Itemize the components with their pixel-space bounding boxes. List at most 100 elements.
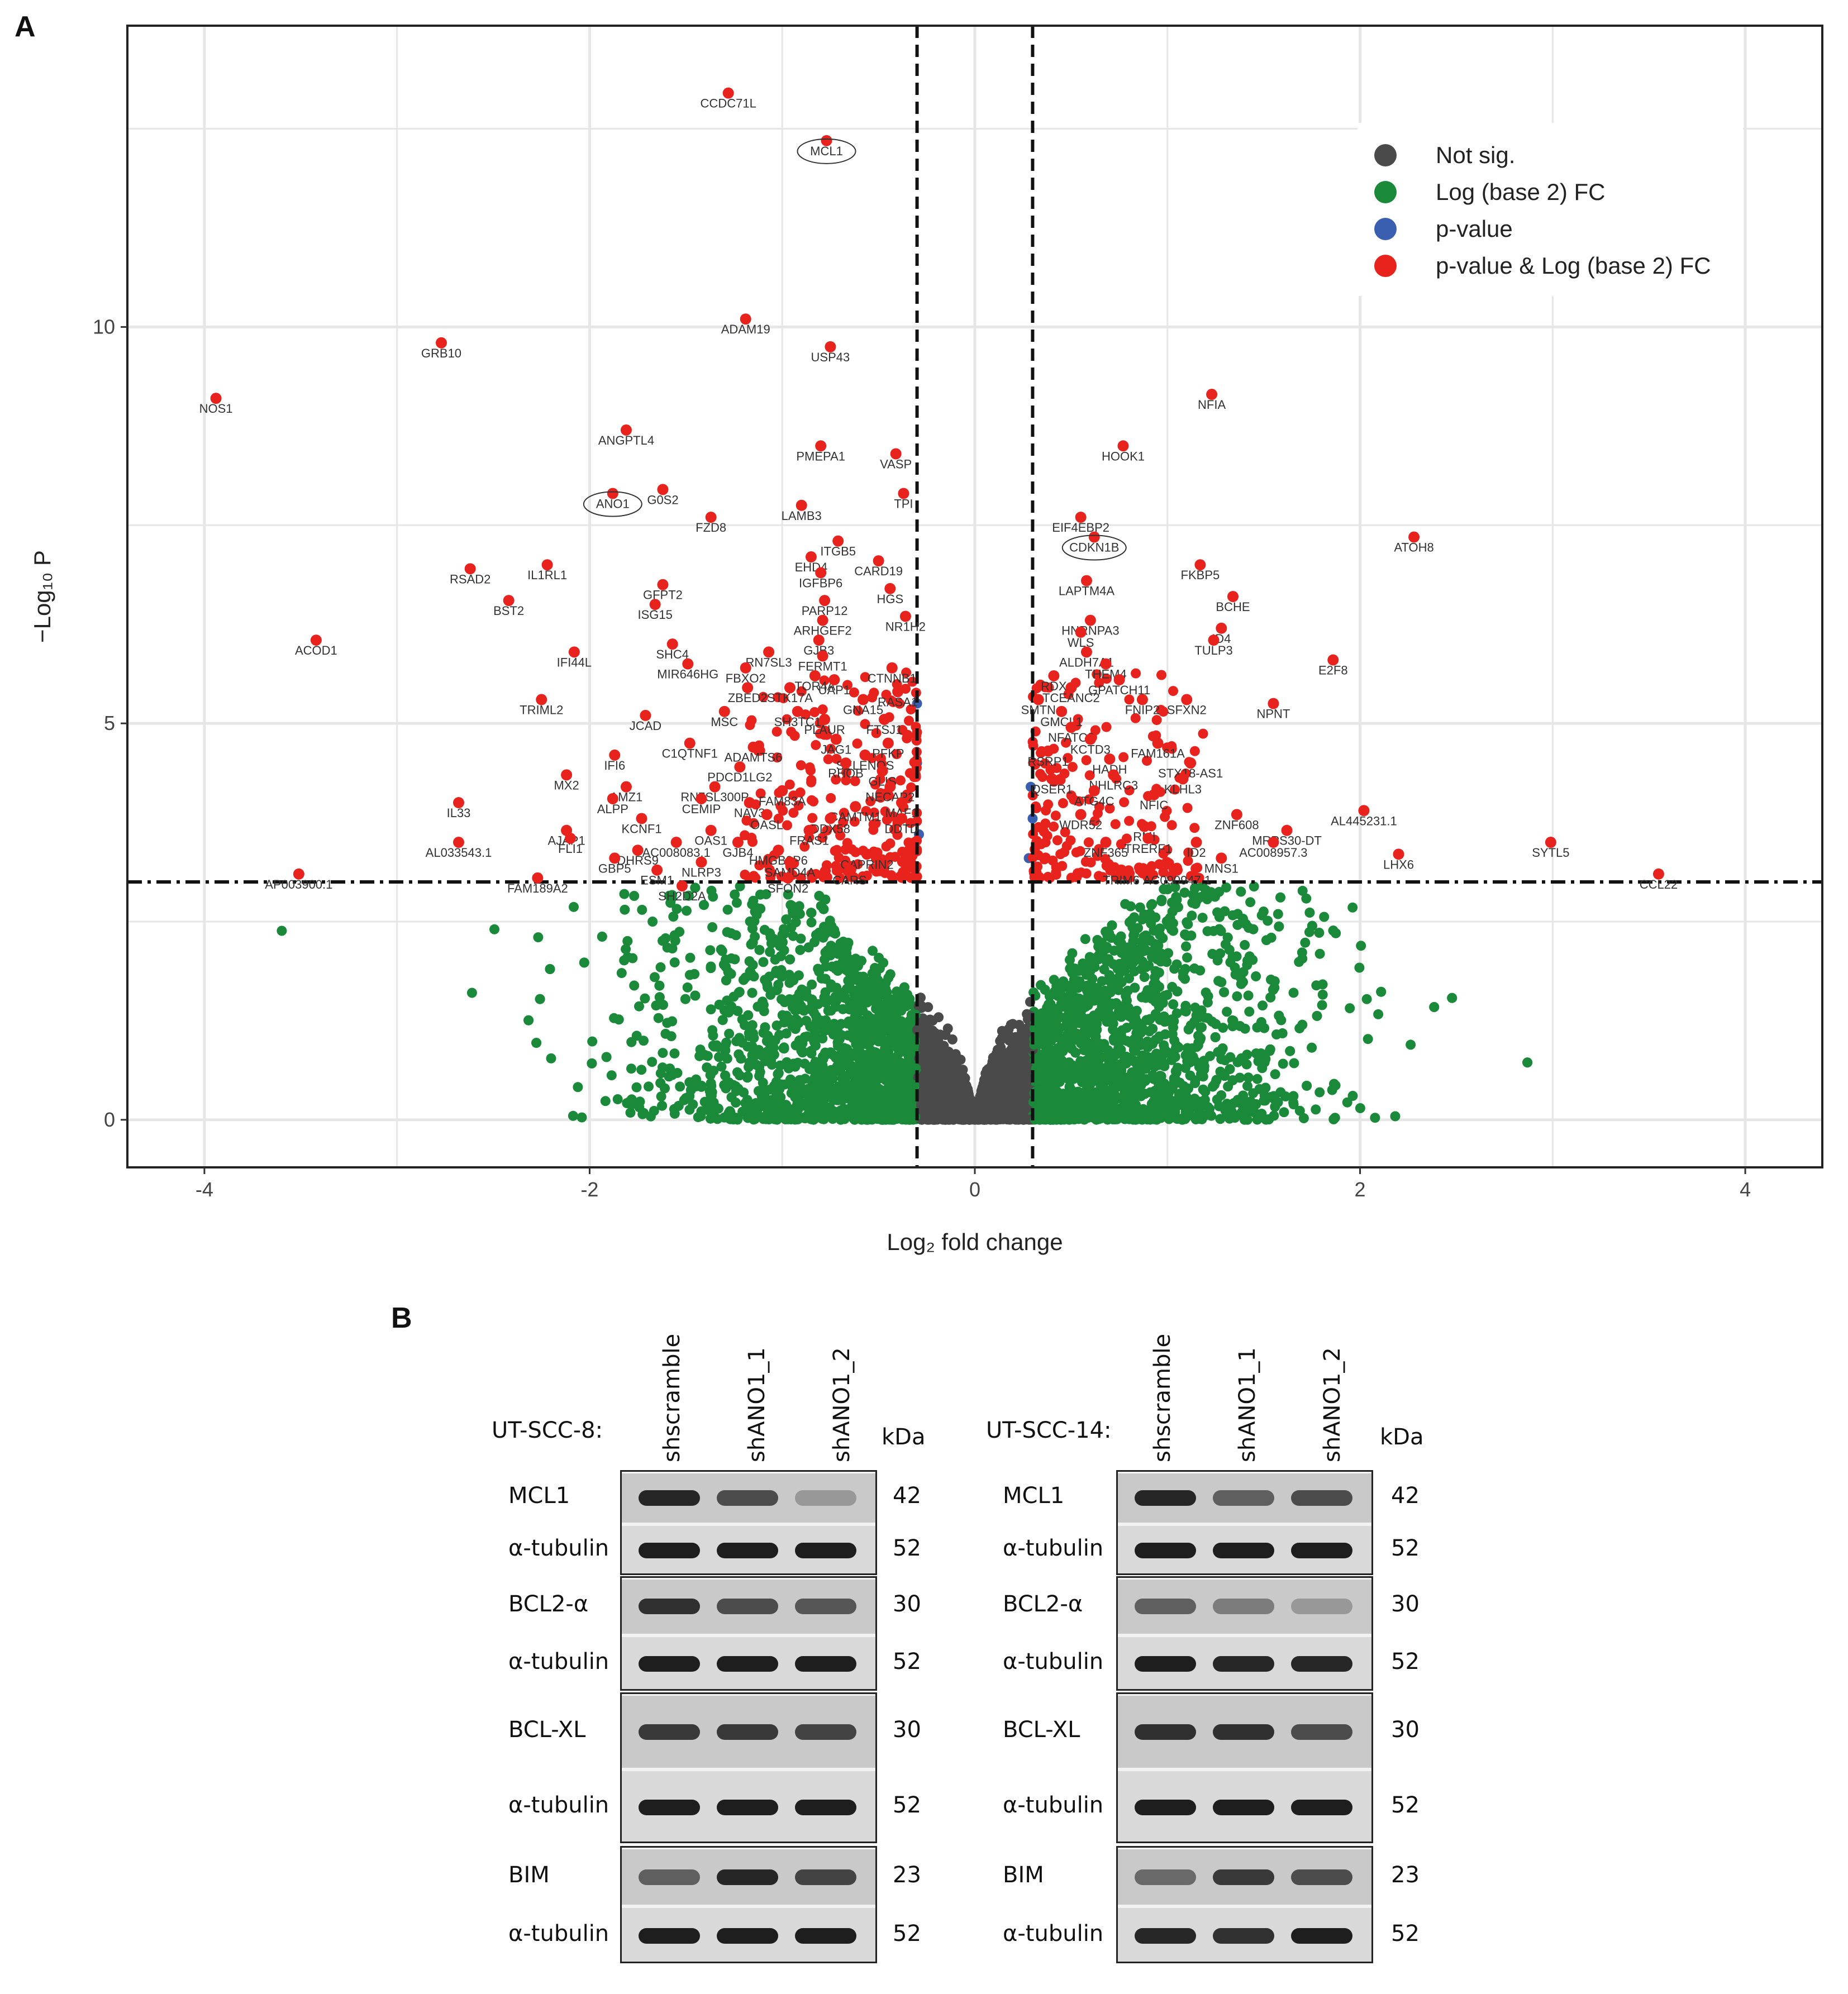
fc-point <box>1222 932 1233 943</box>
fc-point <box>1137 914 1147 925</box>
fc-point <box>1065 963 1075 974</box>
fc-point <box>904 994 915 1004</box>
fc-point <box>669 930 680 941</box>
fc-point <box>847 1061 858 1072</box>
fc-point <box>1297 1019 1308 1030</box>
fc-point <box>898 1061 909 1071</box>
fc-point <box>1168 999 1179 1010</box>
fc-point <box>635 1096 645 1107</box>
fc-point <box>649 972 660 982</box>
fc-point <box>1164 1114 1174 1124</box>
fc-point <box>665 1063 675 1074</box>
fc-point <box>774 1084 785 1094</box>
fc-point <box>1224 944 1235 955</box>
fc-point <box>1248 924 1259 934</box>
fc-point <box>1241 1059 1252 1070</box>
fc-point <box>568 1110 578 1121</box>
fc-point <box>883 1019 893 1029</box>
fc-point <box>1132 1091 1142 1101</box>
fc-point <box>644 1081 654 1092</box>
fc-point <box>647 1057 658 1067</box>
fc-point <box>807 1106 818 1117</box>
fc-point <box>1249 881 1259 892</box>
fc-point <box>758 1114 769 1124</box>
fc-point <box>1197 913 1208 923</box>
fc-point <box>742 1071 753 1081</box>
fc-point <box>790 917 801 928</box>
fc-point <box>1127 1078 1137 1089</box>
fc-point <box>1182 952 1192 963</box>
fc-point <box>657 1100 668 1111</box>
fc-point <box>759 924 770 935</box>
fc-point <box>1178 967 1189 978</box>
fc-point <box>1319 912 1330 922</box>
fc-point <box>1107 1098 1118 1109</box>
fc-point <box>1314 928 1325 938</box>
fc-point <box>660 1028 671 1039</box>
fc-point <box>619 955 630 966</box>
fc-point <box>746 968 756 979</box>
fc-point <box>1269 982 1280 993</box>
fc-point <box>1390 1111 1401 1122</box>
fc-point <box>1169 1016 1179 1027</box>
fc-point <box>852 1031 863 1042</box>
fc-point <box>1122 1023 1132 1033</box>
fc-point <box>716 1061 727 1072</box>
fc-point <box>855 1015 865 1025</box>
fc-point <box>1274 1010 1284 1021</box>
fc-point <box>1068 984 1078 994</box>
fc-point <box>1083 1093 1094 1104</box>
fc-point <box>1046 1099 1056 1110</box>
fc-point <box>1285 1046 1295 1056</box>
fc-point <box>1264 1046 1275 1056</box>
fc-point <box>849 1001 859 1012</box>
fc-point <box>1182 917 1192 928</box>
fc-point <box>784 970 794 980</box>
fc-point <box>1040 984 1050 995</box>
fc-point <box>1243 990 1254 1001</box>
fc-point <box>856 956 866 966</box>
fc-point <box>1151 967 1161 977</box>
fc-point <box>489 924 499 934</box>
fc-point <box>800 1074 811 1084</box>
fc-point <box>1079 1019 1089 1030</box>
fc-point <box>807 979 817 990</box>
fc-point <box>847 1022 858 1033</box>
fc-point <box>1150 939 1160 950</box>
fc-point <box>1230 962 1240 973</box>
fc-point <box>1220 1105 1231 1115</box>
fc-point <box>1044 999 1054 1010</box>
fc-point <box>629 980 640 991</box>
fc-point <box>690 882 701 893</box>
fc-point <box>1288 988 1299 998</box>
fc-point <box>790 1005 801 1015</box>
fc-point <box>1311 980 1322 991</box>
fc-point <box>747 1020 758 1031</box>
fc-point <box>1213 976 1224 986</box>
fc-point <box>1261 935 1271 946</box>
fc-point <box>815 1077 825 1088</box>
fc-point <box>1288 1099 1299 1110</box>
fc-point <box>1164 1100 1175 1110</box>
fc-point <box>806 917 817 928</box>
fc-point <box>656 1091 666 1102</box>
fc-point <box>725 1106 735 1117</box>
fc-point <box>1317 1000 1327 1010</box>
fc-point <box>1130 982 1140 993</box>
fc-point <box>801 986 811 997</box>
fc-point <box>1171 959 1182 970</box>
fc-point <box>1294 1105 1305 1116</box>
fc-point <box>708 891 718 902</box>
fc-point <box>601 1052 612 1062</box>
fc-point <box>1166 1055 1177 1065</box>
fc-point <box>1137 946 1148 957</box>
fc-point <box>1075 1072 1086 1083</box>
fc-point <box>754 1071 764 1081</box>
fc-point <box>1060 1012 1071 1023</box>
fc-point <box>788 931 798 941</box>
fc-point <box>1116 940 1127 951</box>
fc-point <box>825 950 836 961</box>
fc-point <box>724 1028 735 1039</box>
fc-point <box>747 960 758 970</box>
fc-point <box>1058 995 1069 1005</box>
